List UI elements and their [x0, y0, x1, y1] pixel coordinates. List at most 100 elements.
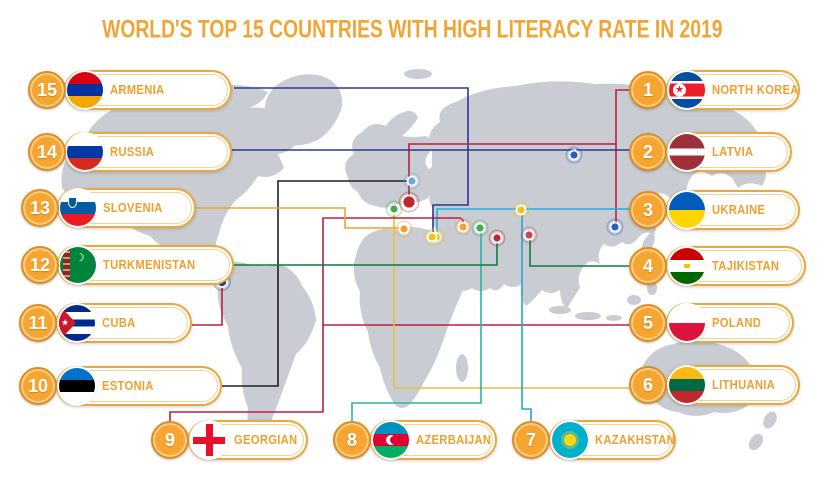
country-name: TAJIKISTAN	[712, 259, 780, 273]
map-marker-turkmenistan	[488, 229, 506, 247]
page-title: WORLD'S TOP 15 COUNTRIES WITH HIGH LITER…	[0, 14, 825, 44]
svalbard	[404, 69, 432, 79]
map-marker-azerbaijan	[471, 219, 489, 237]
continent-north-america	[61, 84, 298, 265]
country-pill-russia: RUSSIA	[64, 132, 232, 172]
country-name: AZERBAIJAN	[416, 433, 492, 447]
country-name: KAZAKHSTAN	[595, 433, 675, 447]
route-tajikistan	[529, 239, 630, 267]
route-kazakhstan	[521, 213, 532, 421]
tajikistan-flag-icon	[669, 248, 705, 284]
country-name: GEORGIAN	[234, 433, 298, 447]
ukraine-flag-icon	[669, 192, 705, 228]
iceland	[325, 106, 341, 114]
country-name: UKRAINE	[712, 203, 766, 217]
country-name: ESTONIA	[102, 379, 154, 393]
map-marker-georgian	[454, 218, 472, 236]
rank-circle-14: 14	[28, 133, 66, 171]
country-pill-lithuania: LITHUANIA	[666, 365, 800, 405]
country-pill-poland: POLAND	[666, 303, 794, 343]
indonesia-island	[606, 315, 622, 321]
route-turkmenistan	[234, 242, 498, 266]
country-pill-armenia: ARMENIA	[64, 70, 232, 110]
british-isles	[347, 157, 357, 175]
rank-circle-1: 1	[629, 71, 667, 109]
country-name: NORTH KOREA	[712, 83, 799, 97]
route-azerbaijan	[351, 231, 482, 421]
route-estonia	[222, 180, 407, 387]
armenia-flag-icon	[67, 72, 103, 108]
georgian-flag-icon	[191, 422, 227, 458]
route-north-korea	[615, 89, 630, 222]
country-name: POLAND	[712, 316, 762, 330]
lithuania-flag-icon	[669, 367, 705, 403]
route-slovenia	[196, 207, 400, 229]
rank-circle-5: 5	[629, 304, 667, 342]
country-name: LATVIA	[712, 145, 754, 159]
map-marker-north-korea	[606, 218, 624, 236]
page-title-text: WORLD'S TOP 15 COUNTRIES WITH HIGH LITER…	[102, 14, 723, 44]
kazakhstan-flag-icon	[552, 422, 588, 458]
rank-circle-7: 7	[512, 421, 550, 459]
map-marker-lithuania	[385, 200, 403, 218]
route-georgian	[169, 217, 464, 421]
route-armenia	[234, 87, 469, 233]
new-zealand-south	[748, 433, 764, 451]
rank-circle-8: 8	[333, 421, 371, 459]
cuba-flag-icon	[59, 305, 95, 341]
country-pill-turkmenistan: TURKMENISTAN	[57, 245, 234, 285]
map-marker-estonia	[403, 172, 421, 190]
indonesia-island	[549, 306, 571, 314]
country-name: CUBA	[102, 316, 136, 330]
azerbaijan-flag-icon	[373, 422, 409, 458]
country-name: RUSSIA	[110, 145, 155, 159]
country-pill-georgian: GEORGIAN	[188, 420, 308, 460]
map-markers-layer	[213, 146, 624, 291]
rank-circle-6: 6	[629, 366, 667, 404]
map-marker-kazakhstan	[512, 201, 530, 219]
country-pill-estonia: ESTONIA	[56, 366, 222, 406]
rank-circle-2: 2	[629, 133, 667, 171]
latvia-flag-icon	[669, 134, 705, 170]
new-zealand-north	[763, 411, 777, 429]
continent-africa	[353, 227, 473, 408]
country-pill-tajikistan: TAJIKISTAN	[666, 246, 806, 286]
rank-circle-3: 3	[629, 191, 667, 229]
rank-circle-11: 11	[19, 304, 57, 342]
map-marker-extra-1	[398, 191, 420, 213]
rank-circle-10: 10	[19, 367, 57, 405]
country-pill-cuba: CUBA	[56, 303, 192, 343]
country-pill-slovenia: SLOVENIA	[57, 188, 196, 228]
country-pill-azerbaijan: AZERBAIJAN	[370, 420, 497, 460]
route-cuba	[192, 287, 223, 326]
rank-circle-13: 13	[21, 189, 59, 227]
rank-circle-4: 4	[629, 247, 667, 285]
country-name: TURKMENISTAN	[103, 258, 196, 272]
map-marker-slovenia	[395, 220, 413, 238]
turkmenistan-flag-icon	[60, 247, 96, 283]
rank-circle-9: 9	[151, 421, 189, 459]
indonesia-island	[575, 312, 601, 320]
continent-europe	[345, 110, 452, 208]
russia-flag-icon	[67, 134, 103, 170]
country-pill-north-korea: NORTH KOREA	[666, 70, 800, 110]
continent-south-america	[212, 261, 316, 447]
route-ukraine	[436, 208, 630, 233]
greenland	[264, 74, 343, 146]
country-name: SLOVENIA	[103, 201, 163, 215]
country-pill-ukraine: UKRAINE	[666, 190, 800, 230]
madagascar	[456, 354, 468, 382]
map-marker-russia	[565, 146, 583, 164]
rank-circle-15: 15	[28, 71, 66, 109]
map-marker-tajikistan	[520, 226, 538, 244]
slovenia-flag-icon	[60, 190, 96, 226]
route-lithuania	[393, 212, 630, 389]
map-marker-armenia	[423, 228, 441, 246]
north-korea-flag-icon	[669, 72, 705, 108]
country-name: LITHUANIA	[712, 378, 776, 392]
rank-circle-12: 12	[21, 246, 59, 284]
poland-flag-icon	[669, 305, 705, 341]
country-name: ARMENIA	[110, 83, 165, 97]
